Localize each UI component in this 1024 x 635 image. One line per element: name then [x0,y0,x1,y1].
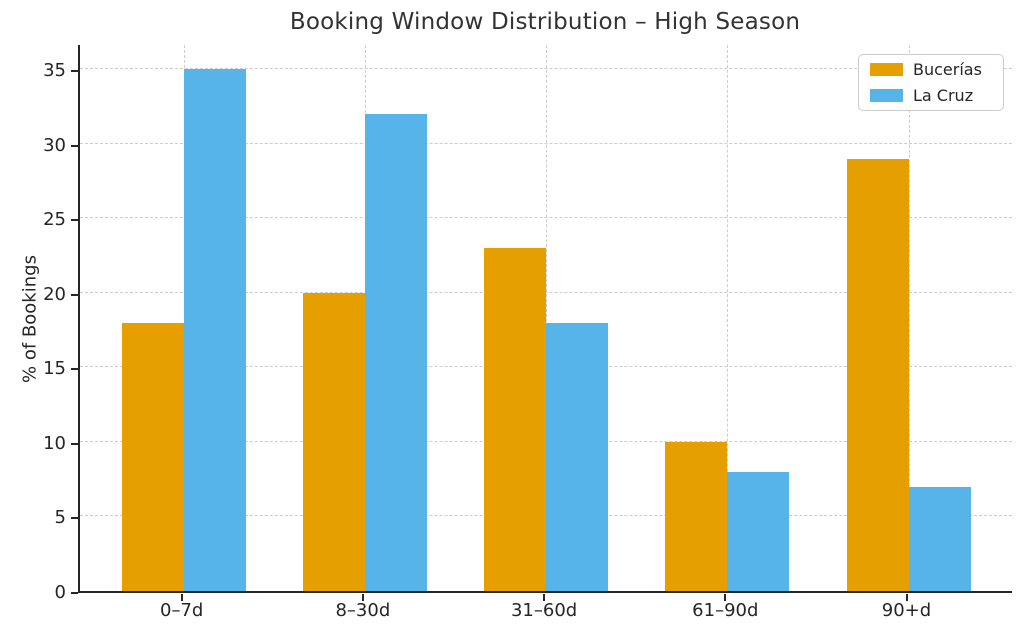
chart-title: Booking Window Distribution – High Seaso… [289,9,801,35]
x-tick-mark [905,594,908,601]
y-tick-mark [71,70,78,73]
bar [846,158,909,591]
y-tick-label: 10 [43,432,66,454]
y-tick-label: 5 [54,507,66,529]
bar [727,471,790,591]
bar [665,441,728,591]
bar [121,322,184,591]
x-tick-mark [361,594,364,601]
legend-label: La Cruz [913,86,974,105]
y-tick-mark [71,144,78,147]
y-tick-label: 25 [43,209,66,231]
bar [908,486,971,591]
x-tick-label: 0–7d [160,600,204,621]
x-tick-label: 61–90d [692,600,759,621]
y-tick-label: 15 [43,358,66,380]
bar [484,248,547,591]
y-tick-label: 0 [54,582,66,603]
legend-label: Bucerías [913,60,982,79]
bar [302,292,365,591]
legend-item: Bucerías [870,60,1003,79]
horizontal-gridline [80,142,1012,144]
y-tick-mark [71,219,78,222]
horizontal-gridline [80,217,1012,219]
y-tick-mark [71,368,78,371]
legend-item: La Cruz [870,86,1003,105]
bar [364,113,427,591]
y-tick-label: 35 [43,60,66,82]
vertical-gridline [908,45,910,591]
plot-area [78,45,1012,593]
horizontal-gridline [80,68,1012,70]
x-tick-label: 8–30d [335,600,391,621]
y-tick-mark [71,442,78,445]
y-tick-mark [71,517,78,520]
x-tick-label: 90+d [881,600,932,621]
y-tick-label: 30 [43,134,66,156]
y-tick-mark [71,293,78,296]
bar [183,69,246,591]
legend-swatch-icon [870,89,903,102]
x-tick-label: 31–60d [510,600,578,621]
vertical-gridline [546,45,548,591]
x-tick-mark [180,594,183,601]
bar [546,322,609,591]
legend: Bucerías La Cruz [858,54,1004,111]
x-tick-mark [543,594,546,601]
y-tick-mark [71,592,78,594]
x-tick-mark [724,594,727,601]
vertical-gridline [727,45,729,591]
legend-swatch-icon [870,63,903,76]
y-tick-label: 20 [43,283,66,305]
